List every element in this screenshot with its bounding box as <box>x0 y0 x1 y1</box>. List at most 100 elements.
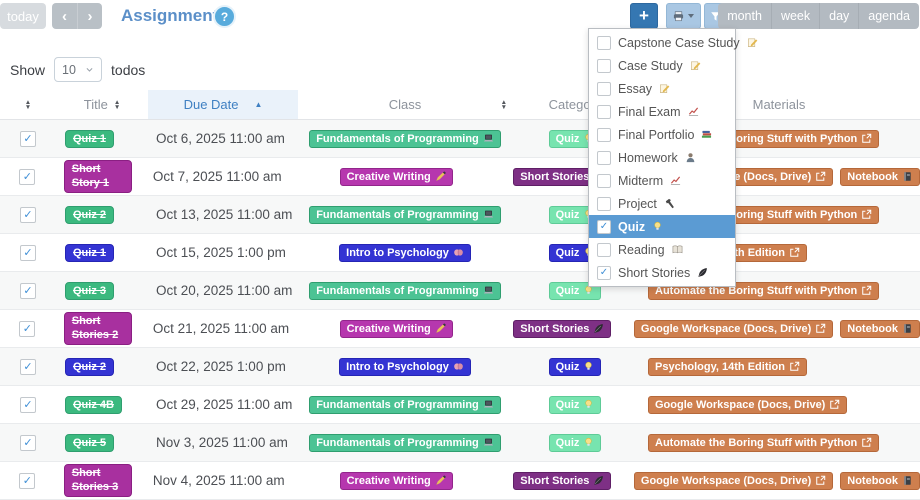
assignment-row: ✓ Quiz 1 Oct 6, 2025 11:00 am Fundamentals … <box>0 120 920 158</box>
assignment-title-badge[interactable]: Quiz 3 <box>65 281 115 300</box>
next-button[interactable]: › <box>77 3 102 29</box>
assignment-title-badge[interactable]: Short Stories 3 <box>63 464 132 497</box>
writing-hand-icon <box>435 323 446 334</box>
category-badge[interactable]: Short Stories <box>513 167 612 186</box>
show-count-row: Show 10 todos <box>10 57 145 82</box>
row-checkbox[interactable]: ✓ <box>20 358 36 375</box>
assignment-title-badge[interactable]: Quiz 5 <box>65 433 115 452</box>
row-checkbox[interactable]: ✓ <box>19 168 36 185</box>
sort-icon[interactable]: ▲▼ <box>24 98 32 111</box>
sort-icon[interactable]: ▲▼ <box>500 98 507 111</box>
row-checkbox[interactable]: ✓ <box>19 472 36 489</box>
show-count-select[interactable]: 10 <box>54 57 103 82</box>
unchecked-checkbox[interactable] <box>597 58 611 73</box>
material-badge[interactable]: Notebook <box>840 319 920 338</box>
filter-option-homework[interactable]: Homework <box>589 146 735 169</box>
material-badge[interactable]: Notebook <box>840 471 920 490</box>
header-due-date[interactable]: Due Date ▲ <box>148 90 298 119</box>
filter-option-reading[interactable]: Reading <box>589 238 735 261</box>
assignment-title-badge[interactable]: Quiz 2 <box>65 357 115 376</box>
class-badge[interactable]: Creative Writing <box>339 471 453 490</box>
filter-option-final-portfolio[interactable]: Final Portfolio <box>589 123 735 146</box>
header-class-label[interactable]: Class <box>388 97 422 112</box>
category-badge[interactable]: Short Stories <box>513 471 612 490</box>
row-checkbox[interactable]: ✓ <box>20 396 36 413</box>
view-agenda-button[interactable]: agenda <box>858 3 919 29</box>
assignment-title-badge[interactable]: Quiz 1 <box>65 243 115 262</box>
nav-button-group: ‹ › <box>52 3 102 29</box>
class-badge[interactable]: Fundamentals of Programming <box>309 129 501 148</box>
row-checkbox[interactable]: ✓ <box>20 434 36 451</box>
class-badge[interactable]: Creative Writing <box>339 319 453 338</box>
header-class[interactable]: Class ▲ ▼ <box>298 90 512 119</box>
sort-icon[interactable]: ▲▼ <box>113 98 121 111</box>
sort-ascending-icon[interactable]: ▲ <box>254 100 263 109</box>
checked-checkbox[interactable]: ✓ <box>597 265 611 280</box>
class-badge[interactable]: Fundamentals of Programming <box>309 281 501 300</box>
assignment-title-badge[interactable]: Quiz 4B <box>65 395 122 414</box>
feather-icon <box>593 323 604 334</box>
unchecked-checkbox[interactable] <box>597 242 611 257</box>
filter-option-essay[interactable]: Essay <box>589 77 735 100</box>
row-checkbox[interactable]: ✓ <box>20 130 36 147</box>
row-checkbox[interactable]: ✓ <box>20 282 36 299</box>
today-button[interactable]: today <box>0 3 46 29</box>
class-badge[interactable]: Fundamentals of Programming <box>309 205 501 224</box>
unchecked-checkbox[interactable] <box>597 173 611 188</box>
category-badge[interactable]: Short Stories <box>513 319 612 338</box>
material-badge[interactable]: Psychology, 14th Edition <box>648 357 807 376</box>
category-badge[interactable]: Quiz <box>548 395 602 414</box>
category-badge[interactable]: Quiz <box>548 357 602 376</box>
unchecked-checkbox[interactable] <box>597 150 611 165</box>
header-title[interactable]: Title ▲ ▼ <box>56 90 148 119</box>
filter-option-case-study[interactable]: Case Study <box>589 54 735 77</box>
assignment-title-badge[interactable]: Short Stories 2 <box>63 312 132 345</box>
class-badge[interactable]: Intro to Psychology <box>339 357 471 376</box>
lightbulb-icon <box>583 285 594 296</box>
filter-option-final-exam[interactable]: Final Exam <box>589 100 735 123</box>
due-date-text: Nov 3, 2025 11:00 am <box>156 435 288 450</box>
header-due-date-label[interactable]: Due Date <box>183 97 239 112</box>
add-assignment-button[interactable]: + <box>630 3 658 29</box>
row-checkbox[interactable]: ✓ <box>20 244 36 261</box>
class-badge[interactable]: Fundamentals of Programming <box>309 395 501 414</box>
unchecked-checkbox[interactable] <box>597 127 611 142</box>
class-badge[interactable]: Creative Writing <box>339 167 453 186</box>
assignment-title-badge[interactable]: Quiz 2 <box>65 205 115 224</box>
filter-option-short-stories[interactable]: ✓ Short Stories <box>589 261 735 284</box>
material-label: Notebook <box>847 322 898 335</box>
filter-option-capstone-case-study[interactable]: Capstone Case Study <box>589 31 757 54</box>
category-badge[interactable]: Quiz <box>548 433 602 452</box>
unchecked-checkbox[interactable] <box>597 104 611 119</box>
class-badge[interactable]: Intro to Psychology <box>339 243 471 262</box>
print-dropdown-button[interactable] <box>666 3 701 29</box>
assignment-title-badge[interactable]: Short Story 1 <box>63 160 132 193</box>
assignment-row: ✓ Quiz 2 Oct 13, 2025 11:00 am Fundamentals… <box>0 196 920 234</box>
header-title-label[interactable]: Title <box>83 97 108 112</box>
material-badge[interactable]: Google Workspace (Docs, Drive) <box>633 319 834 338</box>
view-month-button[interactable]: month <box>718 3 771 29</box>
unchecked-checkbox[interactable] <box>597 196 611 211</box>
prev-button[interactable]: ‹ <box>52 3 77 29</box>
view-week-button[interactable]: week <box>770 3 820 29</box>
chart-icon <box>688 106 699 117</box>
view-day-button[interactable]: day <box>819 3 859 29</box>
class-badge[interactable]: Fundamentals of Programming <box>309 433 501 452</box>
unchecked-checkbox[interactable] <box>597 35 611 50</box>
material-badge[interactable]: Notebook <box>840 167 920 186</box>
assignment-title-badge[interactable]: Quiz 1 <box>65 129 115 148</box>
row-checkbox[interactable]: ✓ <box>20 206 36 223</box>
filter-option-project[interactable]: Project <box>589 192 735 215</box>
row-checkbox[interactable]: ✓ <box>19 320 36 337</box>
material-badge[interactable]: Google Workspace (Docs, Drive) <box>633 471 834 490</box>
material-badge[interactable]: Google Workspace (Docs, Drive) <box>648 395 848 414</box>
material-badge[interactable]: Automate the Boring Stuff with Python <box>648 433 880 452</box>
filter-option-label: Essay <box>618 81 653 96</box>
filter-option-quiz[interactable]: ✓ Quiz <box>589 215 735 238</box>
unchecked-checkbox[interactable] <box>597 81 611 96</box>
memo-icon <box>747 37 758 48</box>
filter-option-midterm[interactable]: Midterm <box>589 169 735 192</box>
feather-icon <box>593 475 604 486</box>
checked-checkbox[interactable]: ✓ <box>597 219 611 234</box>
help-icon[interactable]: ? <box>213 5 236 28</box>
